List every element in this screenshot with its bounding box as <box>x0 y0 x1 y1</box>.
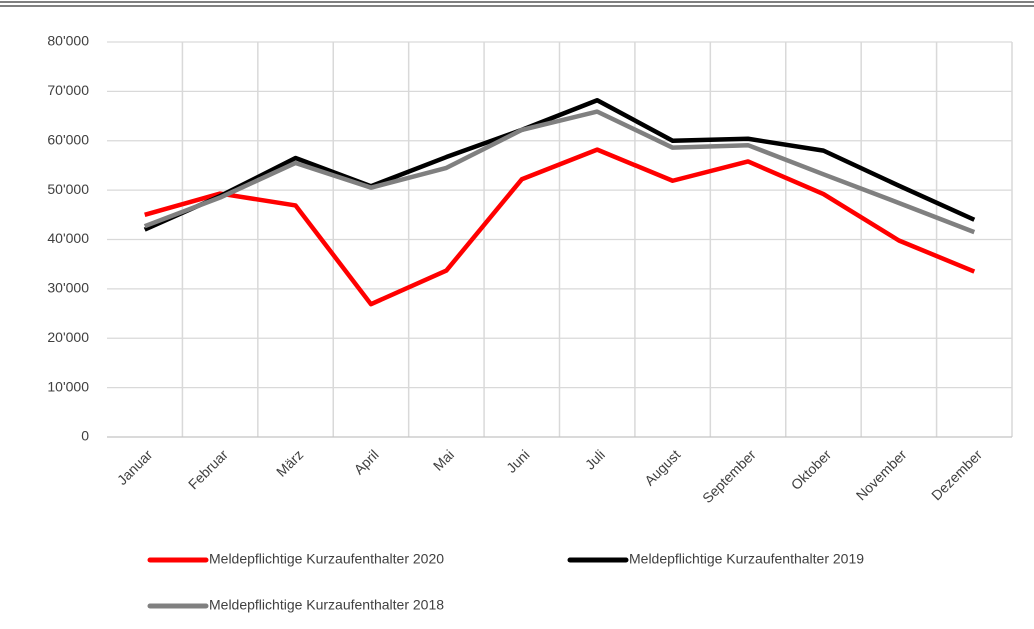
x-tick-label: September <box>699 446 759 506</box>
x-tick-label: Februar <box>185 446 231 492</box>
x-tick-label: April <box>351 446 382 477</box>
x-tick-label: Juli <box>582 446 608 472</box>
x-tick-label: Dezember <box>928 446 985 503</box>
y-tick-label: 70'000 <box>47 82 89 98</box>
series-line <box>143 98 976 232</box>
x-tick-label: November <box>853 446 910 503</box>
y-tick-label: 20'000 <box>47 329 89 345</box>
y-tick-label: 50'000 <box>47 181 89 197</box>
x-tick-label: August <box>641 446 683 488</box>
y-tick-label: 80'000 <box>47 33 89 49</box>
series-line <box>144 147 976 307</box>
legend-label: Meldepflichtige Kurzaufenthalter 2019 <box>629 551 864 567</box>
x-tick-label: Januar <box>114 446 156 488</box>
x-tick-label: Juni <box>503 446 532 475</box>
y-tick-label: 0 <box>81 428 89 444</box>
legend-label: Meldepflichtige Kurzaufenthalter 2018 <box>209 597 444 613</box>
legend-label: Meldepflichtige Kurzaufenthalter 2020 <box>209 551 444 567</box>
x-tick-label: März <box>273 446 306 479</box>
y-tick-label: 60'000 <box>47 131 89 147</box>
x-tick-label: Oktober <box>788 446 835 493</box>
y-tick-label: 30'000 <box>47 280 89 296</box>
y-tick-label: 40'000 <box>47 230 89 246</box>
y-tick-label: 10'000 <box>47 378 89 394</box>
series-line <box>143 109 976 235</box>
x-tick-label: Mai <box>430 446 457 473</box>
